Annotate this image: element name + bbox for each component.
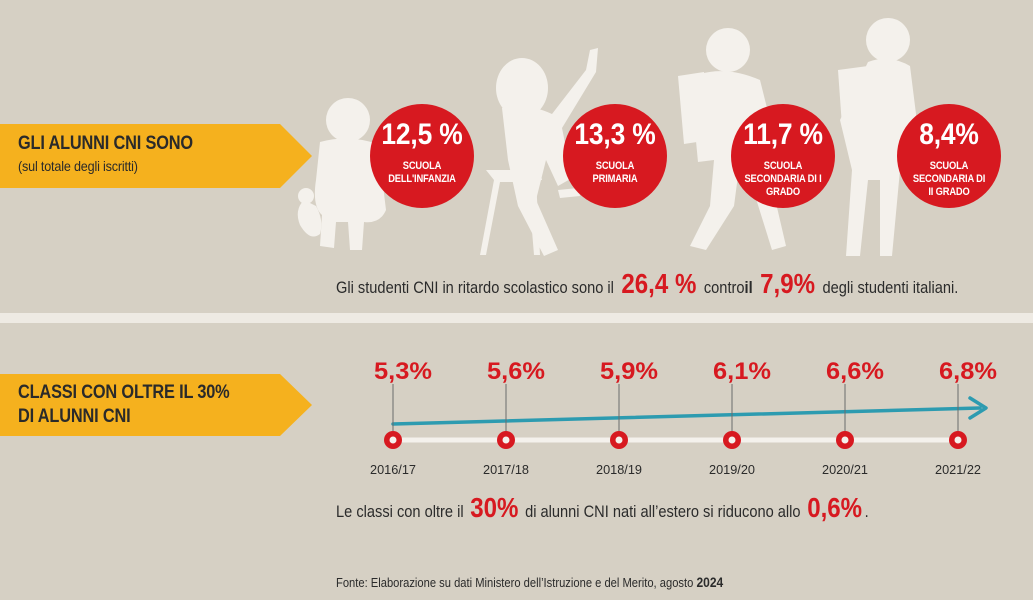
value-label: 6,1%	[713, 358, 771, 385]
value-label: 5,6%	[487, 358, 545, 385]
year-marker-center	[954, 436, 962, 444]
source-note: Fonte: Elaborazione su dati Ministero de…	[336, 574, 723, 590]
year-label: 2019/20	[709, 462, 755, 477]
section2-title-line1: CLASSI CON OLTRE IL 30%	[18, 382, 230, 403]
source-year: 2024	[696, 574, 724, 590]
year-label: 2020/21	[822, 462, 868, 477]
year-label: 2018/19	[596, 462, 642, 477]
value-label: 6,6%	[826, 358, 884, 385]
section1-banner: GLI ALUNNI CNI SONO (sul totale degli is…	[0, 124, 312, 188]
section2-title-line2: DI ALUNNI CNI	[18, 406, 131, 427]
statement-value-cni: 26,4 %	[621, 268, 697, 299]
sentence-value-06: 0,6%	[807, 492, 863, 523]
stat-label: SCUOLA SECONDARIA DI II GRADO	[912, 160, 986, 198]
year-marker-center	[615, 436, 623, 444]
statement-text: degli studenti italiani.	[818, 278, 959, 297]
source-text: Fonte: Elaborazione su dati Ministero de…	[336, 575, 697, 590]
stat-circle-secondaria-2: 8,4% SCUOLA SECONDARIA DI II GRADO	[897, 104, 1001, 208]
teen-silhouette	[838, 18, 918, 256]
year-label: 2016/17	[370, 462, 416, 477]
statement-text: Gli studenti CNI in ritardo scolastico s…	[336, 278, 618, 297]
year-label: 2017/18	[483, 462, 529, 477]
section1-subtitle: (sul totale degli iscritti)	[18, 158, 138, 174]
classes-sentence: Le classi con oltre il 30% di alunni CNI…	[336, 492, 869, 524]
girl-silhouette	[480, 48, 598, 256]
sentence-text: Le classi con oltre il	[336, 502, 468, 521]
value-label: 5,3%	[374, 358, 432, 385]
section-divider	[0, 313, 1033, 323]
stat-percentage: 11,7 %	[743, 118, 823, 151]
stat-label: SCUOLA PRIMARIA	[592, 160, 638, 185]
statement-text: contro	[699, 278, 745, 297]
stat-percentage: 12,5 %	[381, 118, 463, 151]
stat-circle-infanzia: 12,5 % SCUOLA DELL'INFANZIA	[370, 104, 474, 208]
value-label: 5,9%	[600, 358, 658, 385]
section2-banner: CLASSI CON OLTRE IL 30% DI ALUNNI CNI	[0, 374, 312, 436]
year-marker-center	[502, 436, 510, 444]
stat-circle-secondaria-1: 11,7 % SCUOLA SECONDARIA DI I GRADO	[731, 104, 835, 208]
sentence-value-30: 30%	[470, 492, 519, 523]
year-marker-center	[389, 436, 397, 444]
stat-label: SCUOLA DELL'INFANZIA	[388, 160, 456, 185]
stat-circle-primaria: 13,3 % SCUOLA PRIMARIA	[563, 104, 667, 208]
classes-timeline-chart: 5,3% 2016/17 5,6% 2017/18 5,9% 2018/19 6,1% 201…	[370, 358, 997, 477]
stat-label: SCUOLA SECONDARIA DI I GRADO	[744, 160, 822, 198]
year-marker-center	[728, 436, 736, 444]
toddler-silhouette	[297, 98, 386, 250]
statement-value-italiani: 7,9%	[760, 268, 816, 299]
stat-percentage: 8,4%	[919, 118, 979, 151]
sentence-text: di alunni CNI nati all’estero si riducon…	[521, 502, 805, 521]
stat-percentage: 13,3 %	[574, 118, 656, 151]
year-marker-center	[841, 436, 849, 444]
statement-text: il	[744, 278, 757, 297]
trend-line	[391, 406, 982, 426]
year-label: 2021/22	[935, 462, 981, 477]
sentence-text: .	[864, 502, 869, 521]
section1-title: GLI ALUNNI CNI SONO	[18, 133, 193, 154]
trend-arrowhead	[968, 396, 988, 420]
delay-statement: Gli studenti CNI in ritardo scolastico s…	[336, 268, 958, 304]
value-label: 6,8%	[939, 358, 997, 385]
